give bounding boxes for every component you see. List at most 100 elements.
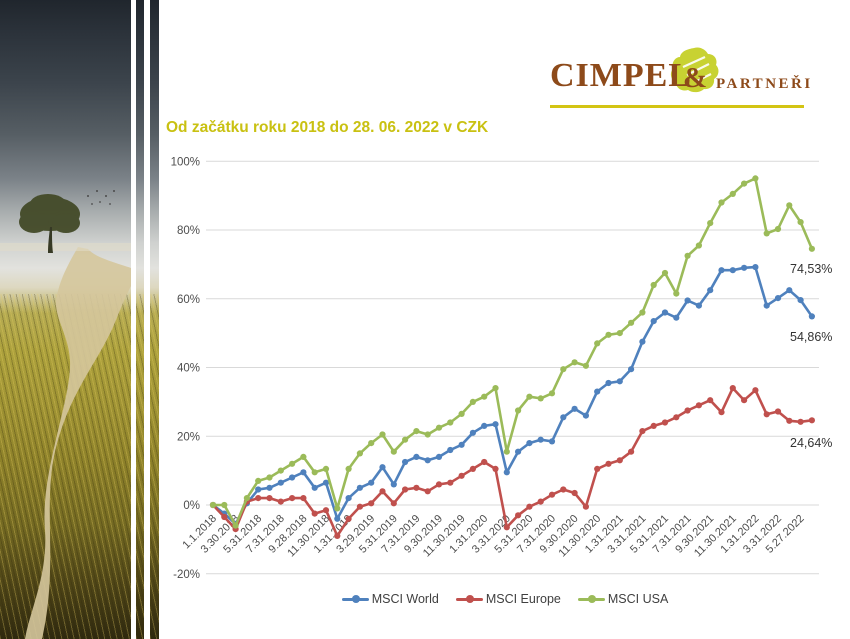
chart-legend: MSCI World MSCI Europe MSCI USA [160,592,850,606]
legend-swatch [455,595,483,603]
series-marker-msci-usa [311,469,318,476]
legend-swatch [577,595,605,603]
y-axis-tick-label: 40% [177,363,200,375]
series-marker-msci-world [774,295,782,302]
series-marker-msci-usa [390,448,397,455]
series-marker-msci-europe [684,407,691,414]
end-label-msci-usa: 74,53% [790,262,833,276]
series-marker-msci-europe [695,402,703,409]
logo-underline [550,105,804,108]
legend-label: MSCI Europe [485,592,561,606]
series-marker-msci-world [311,484,318,491]
series-marker-msci-usa [650,281,657,289]
series-marker-msci-usa [515,407,522,414]
series-marker-msci-europe [311,510,318,517]
series-marker-msci-usa [797,219,804,226]
series-marker-msci-world [368,479,375,486]
series-marker-msci-usa [661,269,669,277]
series-marker-msci-usa [255,477,262,484]
series-marker-msci-world [605,379,612,387]
dirt-path [25,247,131,639]
series-marker-msci-europe [368,500,375,507]
series-marker-msci-world [402,458,409,466]
series-marker-msci-world [526,440,533,447]
series-marker-msci-usa [209,501,217,509]
series-marker-msci-world [322,479,330,486]
series-marker-msci-usa [684,252,691,259]
series-marker-msci-usa [356,450,363,457]
series-marker-msci-europe [526,503,533,510]
series-marker-msci-usa [763,230,770,237]
legend-item-msci-usa: MSCI USA [577,592,669,606]
series-marker-msci-usa [639,309,646,316]
series-marker-msci-europe [413,484,420,491]
logo-ampersand: & [683,62,708,94]
series-marker-msci-world [616,378,623,385]
series-marker-msci-world [492,421,499,428]
series-marker-msci-europe [786,417,793,424]
series-marker-msci-usa [266,474,273,481]
series-marker-msci-usa [289,460,296,467]
series-marker-msci-world [594,388,601,395]
series-marker-msci-world [255,486,262,493]
series-marker-msci-europe [481,458,488,466]
decorative-stripe [150,0,159,639]
series-marker-msci-usa [673,290,680,297]
series-marker-msci-europe [808,417,816,424]
series-marker-msci-europe [503,524,510,531]
series-marker-msci-world [515,448,522,455]
series-marker-msci-usa [221,501,228,509]
series-marker-msci-usa [571,359,578,366]
tree-icon [19,194,80,253]
series-marker-msci-usa [379,431,386,438]
series-marker-msci-europe [718,409,725,416]
series-marker-msci-world [673,314,680,321]
series-marker-msci-europe [458,472,465,479]
y-axis-tick-label: 100% [171,156,200,168]
series-marker-msci-usa [786,202,793,209]
series-marker-msci-world [741,264,748,271]
series-marker-msci-usa [707,220,714,227]
series-marker-msci-usa [560,366,567,373]
series-marker-msci-usa [616,330,623,337]
series-marker-msci-europe [322,507,330,514]
series-marker-msci-usa [413,428,420,435]
series-marker-msci-world [548,438,556,445]
series-marker-msci-world [447,446,454,454]
series-marker-msci-world [661,309,669,316]
series-marker-msci-world [289,474,296,481]
series-marker-msci-europe [221,513,228,521]
series-marker-msci-europe [605,460,612,467]
series-marker-msci-usa [628,319,635,326]
series-marker-msci-europe [435,481,443,488]
series-marker-msci-europe [548,491,556,498]
series-marker-msci-usa [537,395,544,402]
birds-icon [87,190,115,205]
series-marker-msci-world [356,484,363,491]
series-marker-msci-world [684,297,691,304]
series-marker-msci-europe [379,488,386,495]
series-marker-msci-europe [402,486,409,493]
legend-label: MSCI World [371,592,439,606]
leaf-icon [670,47,719,93]
series-marker-msci-world [808,313,816,320]
series-marker-msci-europe [582,503,590,510]
series-marker-msci-world [707,287,714,294]
series-marker-msci-world [458,441,465,448]
chart-title: Od začátku roku 2018 do 28. 06. 2022 v C… [166,119,489,136]
series-marker-msci-europe [797,418,804,425]
series-marker-msci-europe [729,385,736,392]
legend-label: MSCI USA [607,592,669,606]
decorative-stripe [136,0,144,639]
series-marker-msci-world [277,479,284,486]
series-marker-msci-europe [356,503,363,510]
series-marker-msci-usa [718,199,725,206]
series-marker-msci-europe [266,495,273,502]
series-marker-msci-europe [628,448,635,455]
y-axis-tick-label: 0% [183,500,200,512]
horizon-band [0,243,131,251]
series-marker-msci-usa [492,385,499,392]
series-marker-msci-world [729,267,736,274]
series-line-msci-world [211,265,814,526]
